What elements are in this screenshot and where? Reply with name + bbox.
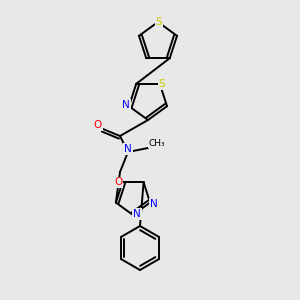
Text: N: N	[133, 209, 141, 219]
Text: N: N	[122, 100, 130, 110]
Text: O: O	[114, 177, 122, 188]
Text: S: S	[156, 17, 162, 27]
Text: methyl: methyl	[153, 144, 158, 145]
Text: S: S	[158, 79, 165, 89]
Text: CH₃: CH₃	[149, 139, 165, 148]
Text: N: N	[150, 199, 158, 208]
Text: N: N	[124, 144, 132, 154]
Text: O: O	[94, 120, 102, 130]
